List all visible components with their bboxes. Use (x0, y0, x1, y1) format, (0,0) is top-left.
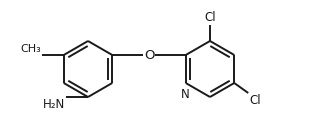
Text: H₂N: H₂N (43, 98, 65, 111)
Text: Cl: Cl (204, 11, 216, 24)
Text: CH₃: CH₃ (20, 44, 41, 54)
Text: O: O (144, 49, 154, 61)
Text: Cl: Cl (249, 94, 261, 107)
Text: N: N (180, 88, 189, 101)
